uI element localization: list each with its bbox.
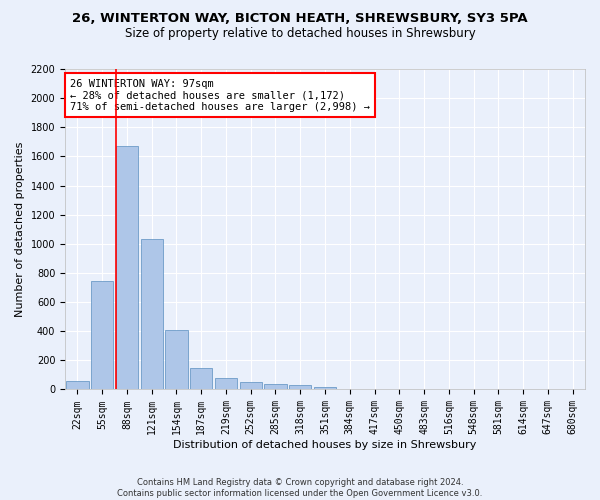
Text: Size of property relative to detached houses in Shrewsbury: Size of property relative to detached ho… — [125, 28, 475, 40]
Bar — [140, 238, 163, 390]
Bar — [166, 330, 188, 390]
Bar — [239, 382, 262, 390]
Bar — [91, 281, 113, 390]
Text: 26 WINTERTON WAY: 97sqm
← 28% of detached houses are smaller (1,172)
71% of semi: 26 WINTERTON WAY: 97sqm ← 28% of detache… — [70, 78, 370, 112]
Bar — [190, 368, 212, 390]
Text: Contains HM Land Registry data © Crown copyright and database right 2024.
Contai: Contains HM Land Registry data © Crown c… — [118, 478, 482, 498]
Y-axis label: Number of detached properties: Number of detached properties — [15, 142, 25, 317]
Bar — [66, 382, 89, 390]
X-axis label: Distribution of detached houses by size in Shrewsbury: Distribution of detached houses by size … — [173, 440, 477, 450]
Bar — [265, 384, 287, 390]
Text: 26, WINTERTON WAY, BICTON HEATH, SHREWSBURY, SY3 5PA: 26, WINTERTON WAY, BICTON HEATH, SHREWSB… — [72, 12, 528, 26]
Bar — [289, 386, 311, 390]
Bar — [215, 378, 237, 390]
Bar — [116, 146, 138, 390]
Bar — [314, 387, 336, 390]
